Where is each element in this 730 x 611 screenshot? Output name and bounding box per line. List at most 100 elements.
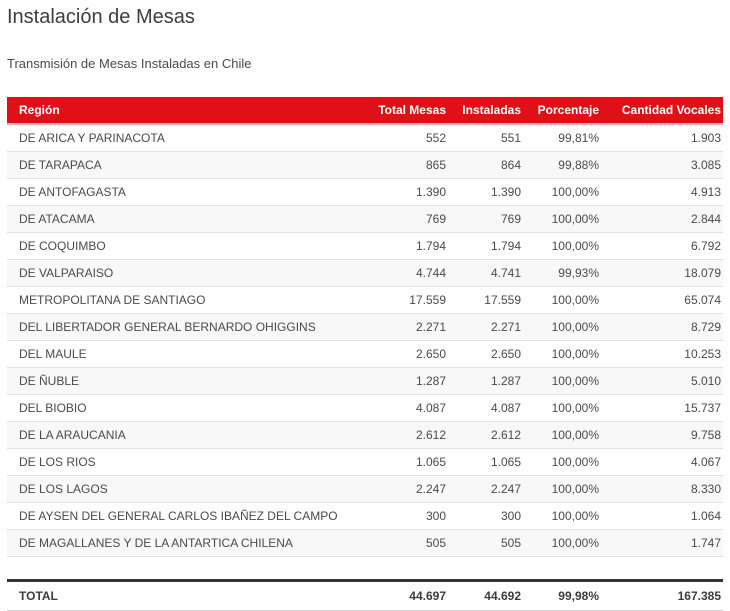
porcentaje-cell: 100,00% (523, 529, 601, 557)
total-mesas-cell: 2.650 (360, 340, 448, 368)
cantidad-vocales-cell: 1.747 (601, 529, 723, 557)
instaladas-cell: 2.612 (448, 421, 523, 449)
region-cell: DE ATACAMA (7, 205, 360, 233)
page-subtitle: Transmisión de Mesas Instaladas en Chile (7, 56, 252, 71)
total-mesas-cell: 1.390 (360, 178, 448, 206)
region-cell: DE AYSEN DEL GENERAL CARLOS IBAÑEZ DEL C… (7, 502, 360, 530)
region-cell: DE MAGALLANES Y DE LA ANTARTICA CHILENA (7, 529, 360, 557)
porcentaje-cell: 100,00% (523, 205, 601, 233)
region-cell: DE ANTOFAGASTA (7, 178, 360, 206)
instaladas-cell: 17.559 (448, 286, 523, 314)
table-row: DE MAGALLANES Y DE LA ANTARTICA CHILENA 5… (7, 529, 723, 557)
table-header-row: Región Total Mesas Instaladas Porcentaje… (7, 97, 723, 125)
cantidad-vocales-cell: 5.010 (601, 367, 723, 395)
total-mesas-cell: 1.287 (360, 367, 448, 395)
table-row: DE VALPARAISO 4.744 4.741 99,93% 18.079 (7, 259, 723, 287)
total-mesas-cell: 769 (360, 205, 448, 233)
total-mesas-cell: 1.794 (360, 232, 448, 260)
total-mesas-cell: 2.271 (360, 313, 448, 341)
porcentaje-cell: 100,00% (523, 394, 601, 422)
results-table: Región Total Mesas Instaladas Porcentaje… (7, 97, 723, 611)
cantidad-vocales-cell: 10.253 (601, 340, 723, 368)
cantidad-vocales-cell: 4.913 (601, 178, 723, 206)
region-cell: DEL LIBERTADOR GENERAL BERNARDO OHIGGINS (7, 313, 360, 341)
porcentaje-cell: 100,00% (523, 313, 601, 341)
table-row: DEL LIBERTADOR GENERAL BERNARDO OHIGGINS… (7, 313, 723, 341)
instaladas-cell: 551 (448, 124, 523, 152)
instaladas-cell: 1.065 (448, 448, 523, 476)
instaladas-cell: 505 (448, 529, 523, 557)
table-row: DE AYSEN DEL GENERAL CARLOS IBAÑEZ DEL C… (7, 502, 723, 530)
porcentaje-cell: 99,93% (523, 259, 601, 287)
region-cell: DE VALPARAISO (7, 259, 360, 287)
porcentaje-cell: 99,88% (523, 151, 601, 179)
instaladas-cell: 2.271 (448, 313, 523, 341)
cantidad-vocales-cell: 6.792 (601, 232, 723, 260)
porcentaje-cell: 100,00% (523, 178, 601, 206)
instaladas-cell: 769 (448, 205, 523, 233)
cantidad-vocales-cell: 3.085 (601, 151, 723, 179)
instaladas-cell: 2.650 (448, 340, 523, 368)
porcentaje-cell: 100,00% (523, 502, 601, 530)
instaladas-cell: 864 (448, 151, 523, 179)
region-cell: DE ARICA Y PARINACOTA (7, 124, 360, 152)
instaladas-cell: 1.794 (448, 232, 523, 260)
column-header-porcentaje: Porcentaje (523, 97, 601, 125)
porcentaje-total: 99,98% (523, 579, 601, 611)
total-mesas-cell: 1.065 (360, 448, 448, 476)
page-title: Instalación de Mesas (7, 6, 195, 28)
cantidad-vocales-cell: 4.067 (601, 448, 723, 476)
table-row: DE LA ARAUCANIA 2.612 2.612 100,00% 9.758 (7, 421, 723, 449)
porcentaje-cell: 100,00% (523, 421, 601, 449)
cantidad-vocales-cell: 1.903 (601, 124, 723, 152)
total-mesas-cell: 505 (360, 529, 448, 557)
table-row: DEL MAULE 2.650 2.650 100,00% 10.253 (7, 340, 723, 368)
table-row: DE ATACAMA 769 769 100,00% 2.844 (7, 205, 723, 233)
porcentaje-cell: 100,00% (523, 232, 601, 260)
region-cell: DE LA ARAUCANIA (7, 421, 360, 449)
table-row: DE ÑUBLE 1.287 1.287 100,00% 5.010 (7, 367, 723, 395)
table-row: DE ARICA Y PARINACOTA 552 551 99,81% 1.903 (7, 124, 723, 152)
total-mesas-cell: 552 (360, 124, 448, 152)
table-spacer (7, 556, 723, 581)
region-cell: DE ÑUBLE (7, 367, 360, 395)
cantidad-vocales-cell: 65.074 (601, 286, 723, 314)
table-row: DE LOS RIOS 1.065 1.065 100,00% 4.067 (7, 448, 723, 476)
column-header-total-mesas: Total Mesas (360, 97, 448, 125)
instaladas-cell: 4.741 (448, 259, 523, 287)
porcentaje-cell: 100,00% (523, 286, 601, 314)
instaladas-total: 44.692 (448, 579, 523, 611)
total-mesas-cell: 865 (360, 151, 448, 179)
region-cell: DEL MAULE (7, 340, 360, 368)
table-row: DE TARAPACA 865 864 99,88% 3.085 (7, 151, 723, 179)
instaladas-cell: 1.287 (448, 367, 523, 395)
total-row: TOTAL 44.697 44.692 99,98% 167.385 (7, 579, 723, 611)
total-mesas-total: 44.697 (360, 579, 448, 611)
total-label: TOTAL (7, 579, 360, 611)
cantidad-vocales-cell: 15.737 (601, 394, 723, 422)
table-body: DE ARICA Y PARINACOTA 552 551 99,81% 1.903 DE… (7, 124, 723, 557)
total-mesas-cell: 300 (360, 502, 448, 530)
region-cell: DE LOS RIOS (7, 448, 360, 476)
total-mesas-cell: 4.744 (360, 259, 448, 287)
porcentaje-cell: 100,00% (523, 475, 601, 503)
cantidad-vocales-cell: 8.729 (601, 313, 723, 341)
porcentaje-cell: 100,00% (523, 448, 601, 476)
cantidad-vocales-cell: 8.330 (601, 475, 723, 503)
instaladas-cell: 4.087 (448, 394, 523, 422)
region-cell: DE TARAPACA (7, 151, 360, 179)
cantidad-vocales-cell: 1.064 (601, 502, 723, 530)
total-mesas-cell: 2.612 (360, 421, 448, 449)
total-mesas-cell: 4.087 (360, 394, 448, 422)
column-header-instaladas: Instaladas (448, 97, 523, 125)
instaladas-cell: 300 (448, 502, 523, 530)
porcentaje-cell: 99,81% (523, 124, 601, 152)
cantidad-vocales-cell: 18.079 (601, 259, 723, 287)
region-cell: METROPOLITANA DE SANTIAGO (7, 286, 360, 314)
porcentaje-cell: 100,00% (523, 367, 601, 395)
table-row: DE ANTOFAGASTA 1.390 1.390 100,00% 4.913 (7, 178, 723, 206)
porcentaje-cell: 100,00% (523, 340, 601, 368)
instaladas-cell: 1.390 (448, 178, 523, 206)
total-mesas-cell: 2.247 (360, 475, 448, 503)
